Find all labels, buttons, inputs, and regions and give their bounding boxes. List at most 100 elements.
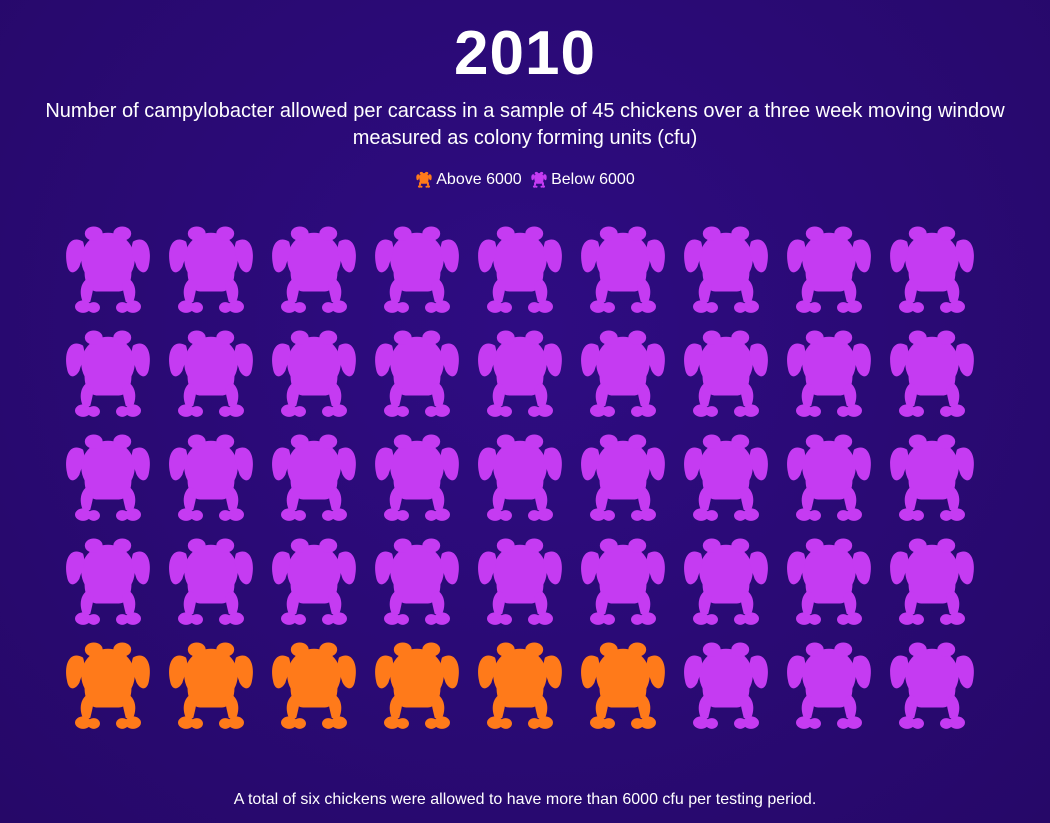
pictogram-cell [777, 430, 880, 534]
pictogram-cell [56, 534, 159, 638]
chicken-icon [683, 226, 768, 313]
pictogram-cell [365, 430, 468, 534]
chicken-icon [374, 538, 459, 625]
pictogram-cell [674, 222, 777, 326]
pictogram-cell [468, 222, 571, 326]
pictogram-cell [262, 534, 365, 638]
chicken-icon [889, 226, 974, 313]
chicken-icon [168, 226, 253, 313]
chicken-icon [580, 642, 665, 729]
pictogram-cell [159, 326, 262, 430]
pictogram-cell [468, 430, 571, 534]
chicken-icon [477, 330, 562, 417]
chicken-icon [889, 538, 974, 625]
pictogram-cell [56, 222, 159, 326]
chicken-icon [168, 642, 253, 729]
pictogram-cell [571, 326, 674, 430]
pictogram-cell [468, 638, 571, 742]
chicken-icon [580, 538, 665, 625]
pictogram-cell [262, 326, 365, 430]
pictogram-cell [365, 222, 468, 326]
chicken-icon [168, 434, 253, 521]
pictogram-cell [262, 638, 365, 742]
chicken-icon [786, 642, 871, 729]
legend-item-above: Above 6000 [415, 171, 522, 189]
chicken-icon [416, 171, 432, 188]
chicken-icon [580, 434, 665, 521]
chart-subtitle: Number of campylobacter allowed per carc… [45, 100, 1005, 149]
pictogram-cell [159, 222, 262, 326]
legend-item-below: Below 6000 [530, 171, 635, 189]
chicken-icon [889, 434, 974, 521]
pictogram-cell [571, 534, 674, 638]
pictogram-cell [777, 326, 880, 430]
chicken-icon [683, 538, 768, 625]
pictogram-cell [880, 430, 983, 534]
chicken-icon [786, 538, 871, 625]
chicken-icon [477, 642, 562, 729]
chicken-icon [683, 642, 768, 729]
pictogram-cell [571, 430, 674, 534]
chicken-icon [374, 434, 459, 521]
chicken-icon [477, 434, 562, 521]
chicken-icon [531, 171, 547, 188]
chicken-icon [889, 642, 974, 729]
chicken-icon [65, 538, 150, 625]
chicken-icon [477, 226, 562, 313]
chicken-icon [271, 330, 356, 417]
chicken-icon [786, 226, 871, 313]
chicken-icon [580, 226, 665, 313]
chicken-icon [889, 330, 974, 417]
chicken-icon [271, 538, 356, 625]
chicken-icon [683, 330, 768, 417]
chicken-icon [374, 226, 459, 313]
pictogram-cell [365, 638, 468, 742]
pictogram-cell [56, 430, 159, 534]
chicken-icon [168, 538, 253, 625]
pictogram-cell [674, 326, 777, 430]
pictogram-cell [777, 534, 880, 638]
chicken-icon [65, 434, 150, 521]
pictogram-cell [880, 326, 983, 430]
chicken-icon [65, 226, 150, 313]
legend-label-below: Below 6000 [551, 171, 635, 188]
pictogram-cell [777, 222, 880, 326]
pictogram-cell [880, 534, 983, 638]
pictogram-cell [674, 430, 777, 534]
pictogram-cell [159, 638, 262, 742]
legend: Above 6000 Below 6000 [0, 171, 1050, 194]
pictogram-cell [571, 222, 674, 326]
pictogram-cell [674, 638, 777, 742]
chicken-icon [271, 226, 356, 313]
chart-title: 2010 [454, 19, 596, 88]
pictogram-cell [880, 638, 983, 742]
pictogram-cell [365, 326, 468, 430]
chicken-icon [65, 330, 150, 417]
chicken-icon [786, 434, 871, 521]
pictogram-cell [571, 638, 674, 742]
chicken-icon [580, 330, 665, 417]
pictogram-cell [365, 534, 468, 638]
legend-label-above: Above 6000 [436, 171, 522, 188]
pictogram-cell [159, 430, 262, 534]
chicken-icon [786, 330, 871, 417]
pictogram-cell [56, 638, 159, 742]
pictogram-cell [468, 326, 571, 430]
chicken-icon [271, 434, 356, 521]
chicken-icon [168, 330, 253, 417]
pictogram-cell [880, 222, 983, 326]
pictogram-cell [159, 534, 262, 638]
chicken-icon [65, 642, 150, 729]
pictogram-cell [777, 638, 880, 742]
pictogram-cell [674, 534, 777, 638]
chicken-icon [271, 642, 356, 729]
chicken-icon [374, 642, 459, 729]
chicken-icon [374, 330, 459, 417]
chicken-icon [477, 538, 562, 625]
pictogram-cell [262, 430, 365, 534]
pictogram-cell [468, 534, 571, 638]
chicken-icon [683, 434, 768, 521]
chart-footnote: A total of six chickens were allowed to … [233, 791, 817, 808]
pictogram-grid [56, 222, 983, 742]
pictogram-cell [262, 222, 365, 326]
